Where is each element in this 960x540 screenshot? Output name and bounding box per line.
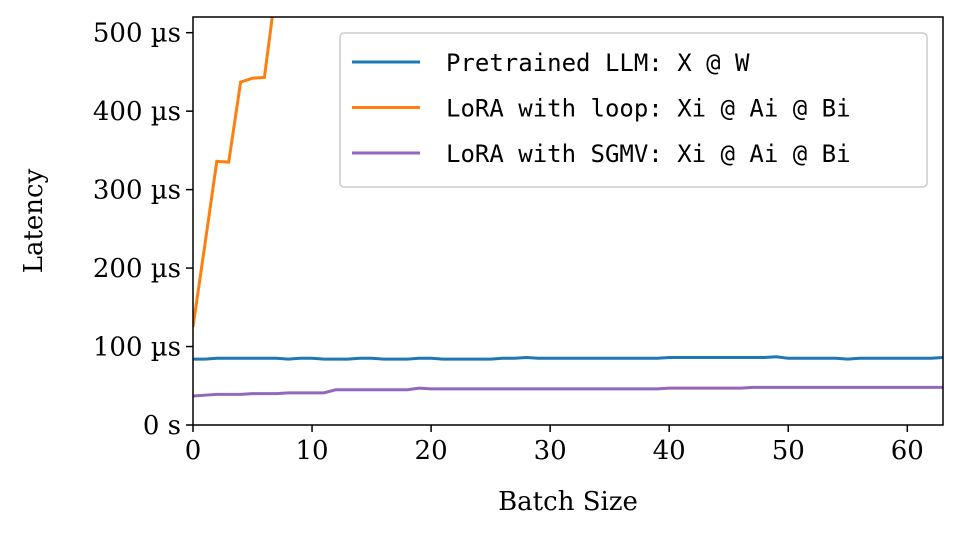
plot-lines: [193, 17, 943, 398]
x-tick-label: 20: [415, 436, 448, 466]
y-axis-label: Latency: [19, 168, 49, 273]
x-tick-label: 60: [891, 436, 924, 466]
x-tick-label: 0: [185, 436, 202, 466]
series-line: [193, 355, 943, 361]
series-line: [193, 385, 943, 398]
x-tick-label: 40: [653, 436, 686, 466]
legend-label: Pretrained LLM: X @ W: [446, 49, 750, 77]
legend-label: LoRA with SGMV: Xi @ Ai @ Bi: [446, 140, 851, 168]
x-tick-label: 50: [772, 436, 805, 466]
x-tick-label: 10: [296, 436, 329, 466]
legend-box: [339, 32, 928, 188]
x-axis-label: Batch Size: [498, 487, 638, 517]
y-tick-label: 400 µs: [93, 97, 181, 127]
y-tick-label: 500 µs: [93, 19, 181, 49]
y-tick-label: 300 µs: [93, 176, 181, 206]
x-tick-label: 30: [534, 436, 567, 466]
y-tick-label: 100 µs: [93, 333, 181, 363]
legend-label: LoRA with loop: Xi @ Ai @ Bi: [446, 95, 851, 123]
series-line: [193, 17, 274, 328]
y-tick-label: 0 s: [143, 411, 181, 441]
y-tick-label: 200 µs: [93, 254, 181, 284]
plot-frame: [192, 16, 944, 426]
